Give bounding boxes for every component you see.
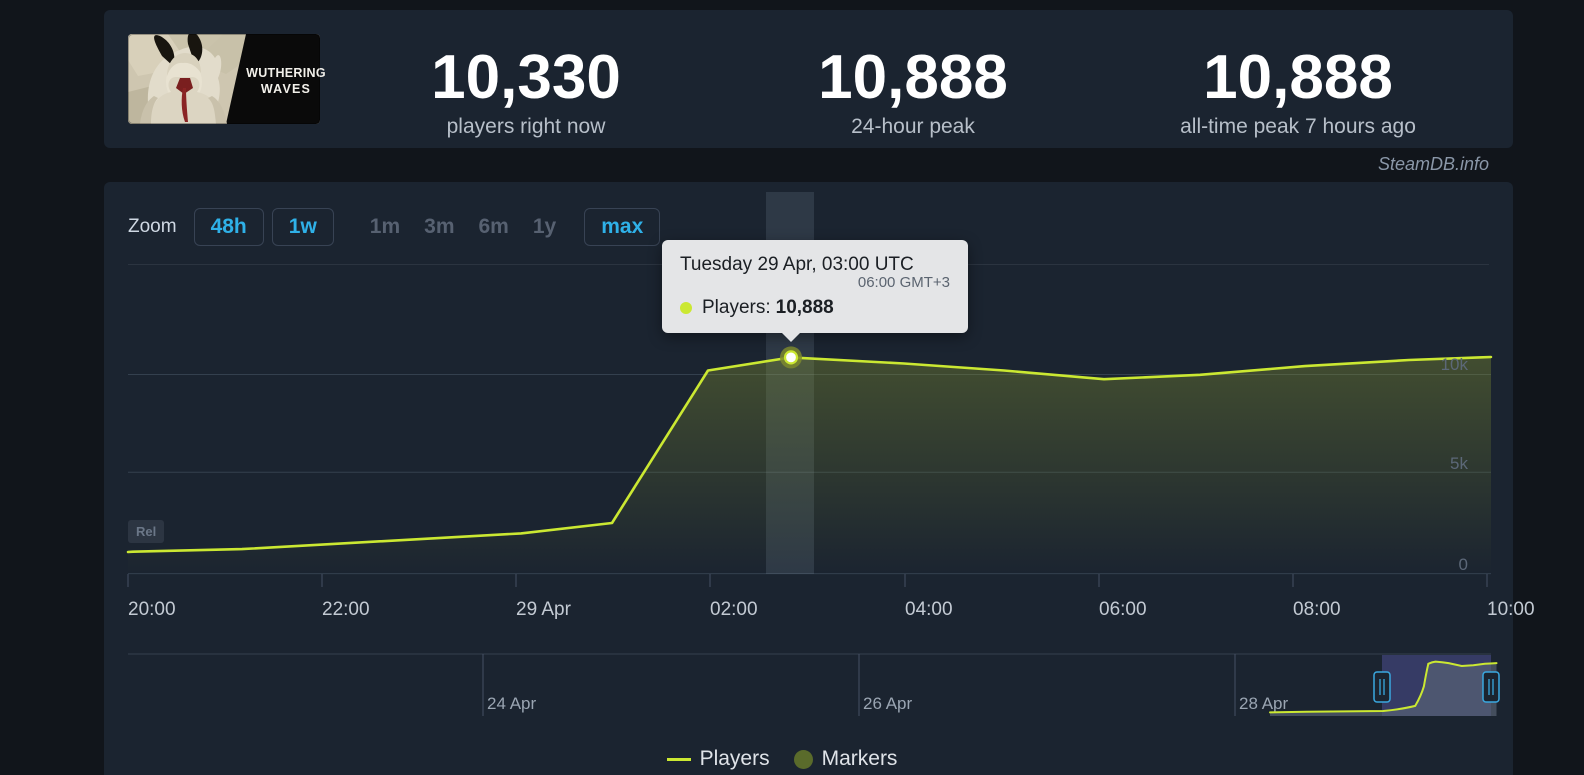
svg-text:WAVES: WAVES xyxy=(261,82,311,96)
svg-text:WUTHERING: WUTHERING xyxy=(246,66,326,80)
